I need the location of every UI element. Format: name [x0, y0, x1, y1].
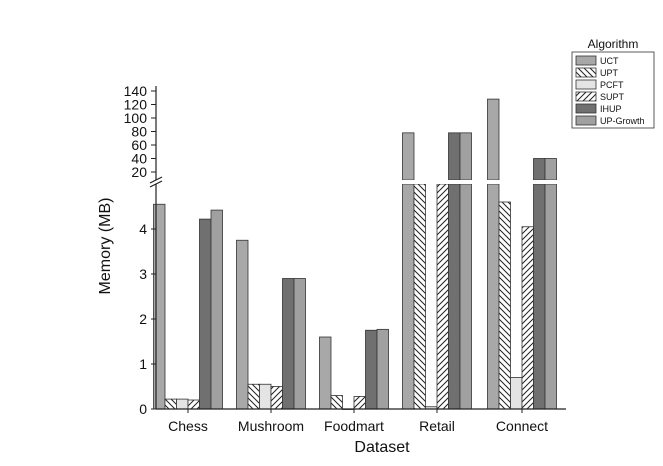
y-tick-label: 3 [139, 266, 147, 282]
y-tick-label: 0 [139, 401, 147, 417]
bar-chess-ihup [199, 218, 212, 410]
bar-retail-up-growth-upper [459, 132, 472, 181]
bar-connect-pcft [510, 377, 523, 410]
legend-label-up-growth: UP-Growth [600, 116, 645, 126]
axes-layer: Chess Mushroom Foodmart Retail Connect 0 1 2 3 4 2… [124, 83, 566, 434]
y-tick-label: 140 [124, 83, 148, 99]
bar-chess-uct [153, 203, 166, 410]
bar-retail-ihup-upper [448, 132, 461, 181]
bar-retail-up-growth-lower [459, 183, 472, 410]
y-tick-label: 4 [139, 221, 147, 237]
bar-retail-supt [436, 183, 449, 410]
bar-connect-up-growth-upper [544, 158, 557, 181]
y-tick-label: 40 [131, 151, 147, 167]
y-tick-label: 60 [131, 137, 147, 153]
axis-break-band [157, 180, 565, 184]
bar-foodmart-uct [319, 336, 332, 410]
legend-swatch-uct [575, 55, 597, 66]
bar-connect-ihup-upper [533, 158, 546, 181]
bar-connect-ihup-lower [533, 183, 546, 410]
bar-retail-ihup-lower [448, 183, 461, 410]
legend: Algorithm UCT UPT PCFT SUPT IHUP UP-Growth [571, 37, 655, 129]
bar-retail-uct-lower [402, 183, 415, 410]
bar-chess-upt [164, 398, 177, 410]
y-tick-label: 1 [139, 356, 147, 372]
axis-break-mark [149, 176, 163, 184]
x-tick-label-mushroom: Mushroom [238, 418, 304, 434]
axis-break-mark [149, 180, 163, 188]
bar-mushroom-up-growth [293, 278, 306, 410]
bar-connect-uct-lower [487, 183, 500, 410]
legend-items: UCT UPT PCFT SUPT IHUP UP-Growth [575, 55, 645, 126]
bar-chess-up-growth [210, 209, 223, 410]
y-tick-label: 100 [124, 110, 148, 126]
bar-connect-uct-upper [487, 98, 500, 181]
bar-foodmart-up-growth [376, 328, 389, 410]
legend-label-upt: UPT [600, 68, 619, 78]
legend-swatch-up-growth [575, 115, 597, 126]
x-axis-title: Dataset [354, 439, 410, 456]
x-tick-label-chess: Chess [168, 418, 208, 434]
y-axis-title: Memory (MB) [97, 198, 114, 295]
legend-label-uct: UCT [600, 56, 619, 66]
bar-retail-upt [413, 183, 426, 410]
y-tick-label: 120 [124, 97, 148, 113]
legend-label-ihup: IHUP [600, 104, 622, 114]
bar-foodmart-upt [330, 395, 343, 410]
y-tick-label: 20 [131, 164, 147, 180]
bar-mushroom-supt [270, 386, 283, 410]
legend-label-pcft: PCFT [600, 80, 624, 90]
bar-connect-up-growth-lower [544, 183, 557, 410]
legend-swatch-upt [575, 67, 597, 78]
legend-swatch-supt [575, 91, 597, 102]
bar-mushroom-ihup [282, 278, 295, 410]
x-tick-label-connect: Connect [496, 418, 548, 434]
bar-chess-pcft [176, 398, 189, 410]
y-tick-label: 80 [131, 124, 147, 140]
legend-label-supt: SUPT [600, 92, 625, 102]
x-tick-label-foodmart: Foodmart [324, 418, 384, 434]
bar-chess-supt [187, 399, 200, 410]
y-tick-label: 2 [139, 311, 147, 327]
x-tick-label-retail: Retail [419, 418, 455, 434]
legend-swatch-ihup [575, 103, 597, 114]
bar-mushroom-uct [236, 239, 249, 410]
legend-title: Algorithm [588, 37, 639, 51]
bar-foodmart-ihup [365, 329, 378, 410]
legend-swatch-pcft [575, 79, 597, 90]
bar-mushroom-upt [247, 383, 260, 410]
bar-connect-supt [521, 226, 534, 410]
bar-retail-uct-upper [402, 132, 415, 181]
bar-foodmart-supt [353, 395, 366, 410]
bar-connect-upt [498, 201, 511, 410]
bar-mushroom-pcft [259, 383, 272, 410]
